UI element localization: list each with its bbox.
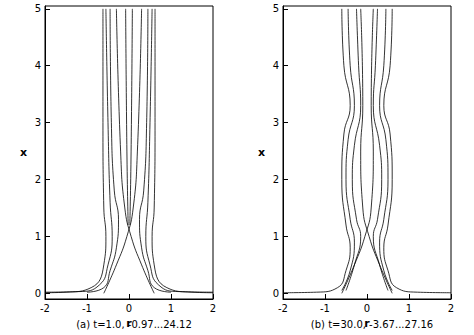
svg-text:-1: -1	[82, 303, 92, 314]
svg-text:0: 0	[126, 303, 132, 314]
svg-text:1: 1	[168, 303, 174, 314]
svg-text:3: 3	[35, 117, 41, 128]
svg-text:2: 2	[448, 303, 454, 314]
svg-text:x: x	[20, 146, 27, 159]
svg-text:1: 1	[35, 231, 41, 242]
svg-text:3: 3	[273, 117, 279, 128]
svg-text:2: 2	[35, 174, 41, 185]
svg-text:4: 4	[35, 60, 41, 71]
svg-text:x: x	[258, 146, 265, 159]
svg-text:1: 1	[273, 231, 279, 242]
svg-text:0: 0	[273, 288, 279, 299]
svg-text:(b) t=30.0, -3.67...27.16: (b) t=30.0, -3.67...27.16	[311, 319, 433, 330]
svg-text:-2: -2	[40, 303, 50, 314]
svg-text:-1: -1	[320, 303, 330, 314]
svg-text:2: 2	[210, 303, 216, 314]
svg-text:-2: -2	[278, 303, 288, 314]
svg-text:5: 5	[273, 3, 279, 14]
svg-text:0: 0	[364, 303, 370, 314]
svg-text:(a) t=1.0, -0.97...24.12: (a) t=1.0, -0.97...24.12	[76, 319, 192, 330]
svg-text:5: 5	[35, 3, 41, 14]
svg-text:2: 2	[273, 174, 279, 185]
svg-text:0: 0	[35, 288, 41, 299]
svg-text:4: 4	[273, 60, 279, 71]
svg-text:1: 1	[406, 303, 412, 314]
